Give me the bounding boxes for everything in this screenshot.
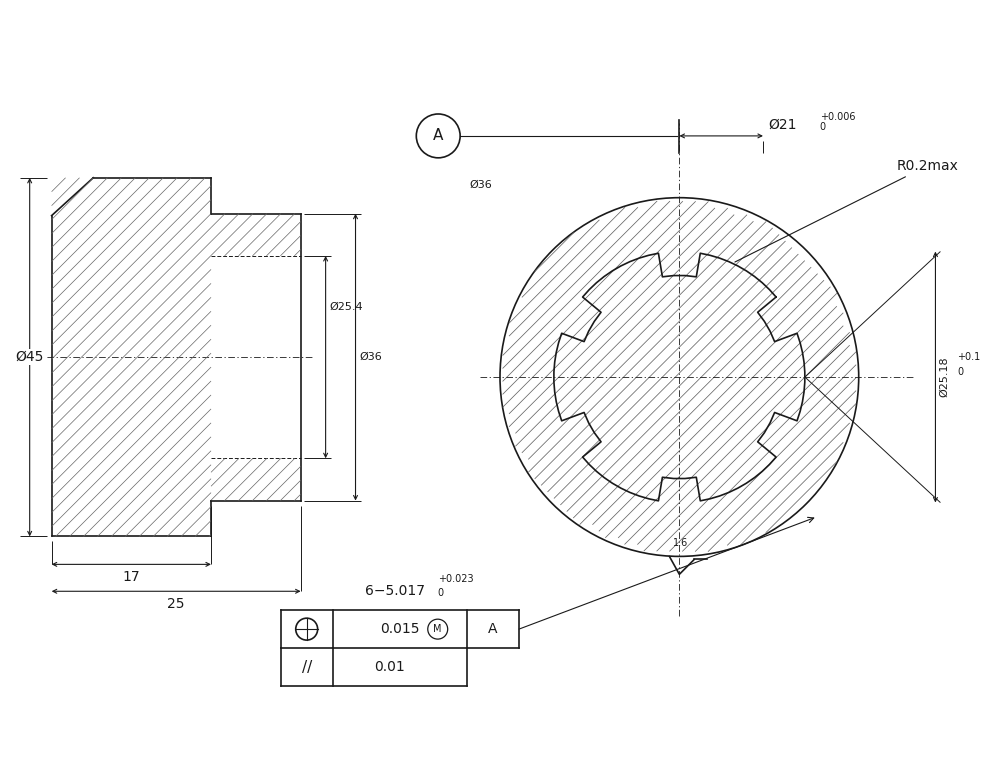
Text: 25: 25 xyxy=(167,598,185,611)
Text: +0.006: +0.006 xyxy=(820,112,855,122)
Text: Ø25.4: Ø25.4 xyxy=(330,301,363,312)
Text: 0.01: 0.01 xyxy=(375,660,405,674)
Text: R0.2max: R0.2max xyxy=(735,159,958,262)
Text: M: M xyxy=(433,624,442,634)
Text: 6−5.017: 6−5.017 xyxy=(365,584,425,598)
Text: 17: 17 xyxy=(123,570,140,584)
Text: +0.1: +0.1 xyxy=(957,352,981,362)
Text: A: A xyxy=(433,128,443,144)
Text: 0: 0 xyxy=(438,588,444,598)
Text: 0: 0 xyxy=(820,122,826,132)
Text: 0: 0 xyxy=(957,367,963,377)
Text: Ø25.18: Ø25.18 xyxy=(939,357,949,397)
Text: //: // xyxy=(302,660,312,674)
Text: Ø36: Ø36 xyxy=(360,352,382,362)
Text: Ø21: Ø21 xyxy=(768,118,797,132)
Text: +0.023: +0.023 xyxy=(438,574,473,584)
Text: Ø36: Ø36 xyxy=(469,179,492,190)
Text: 1.6: 1.6 xyxy=(673,538,688,549)
Text: A: A xyxy=(488,622,498,636)
Text: Ø45: Ø45 xyxy=(15,350,44,364)
Text: 0.015: 0.015 xyxy=(380,622,420,636)
